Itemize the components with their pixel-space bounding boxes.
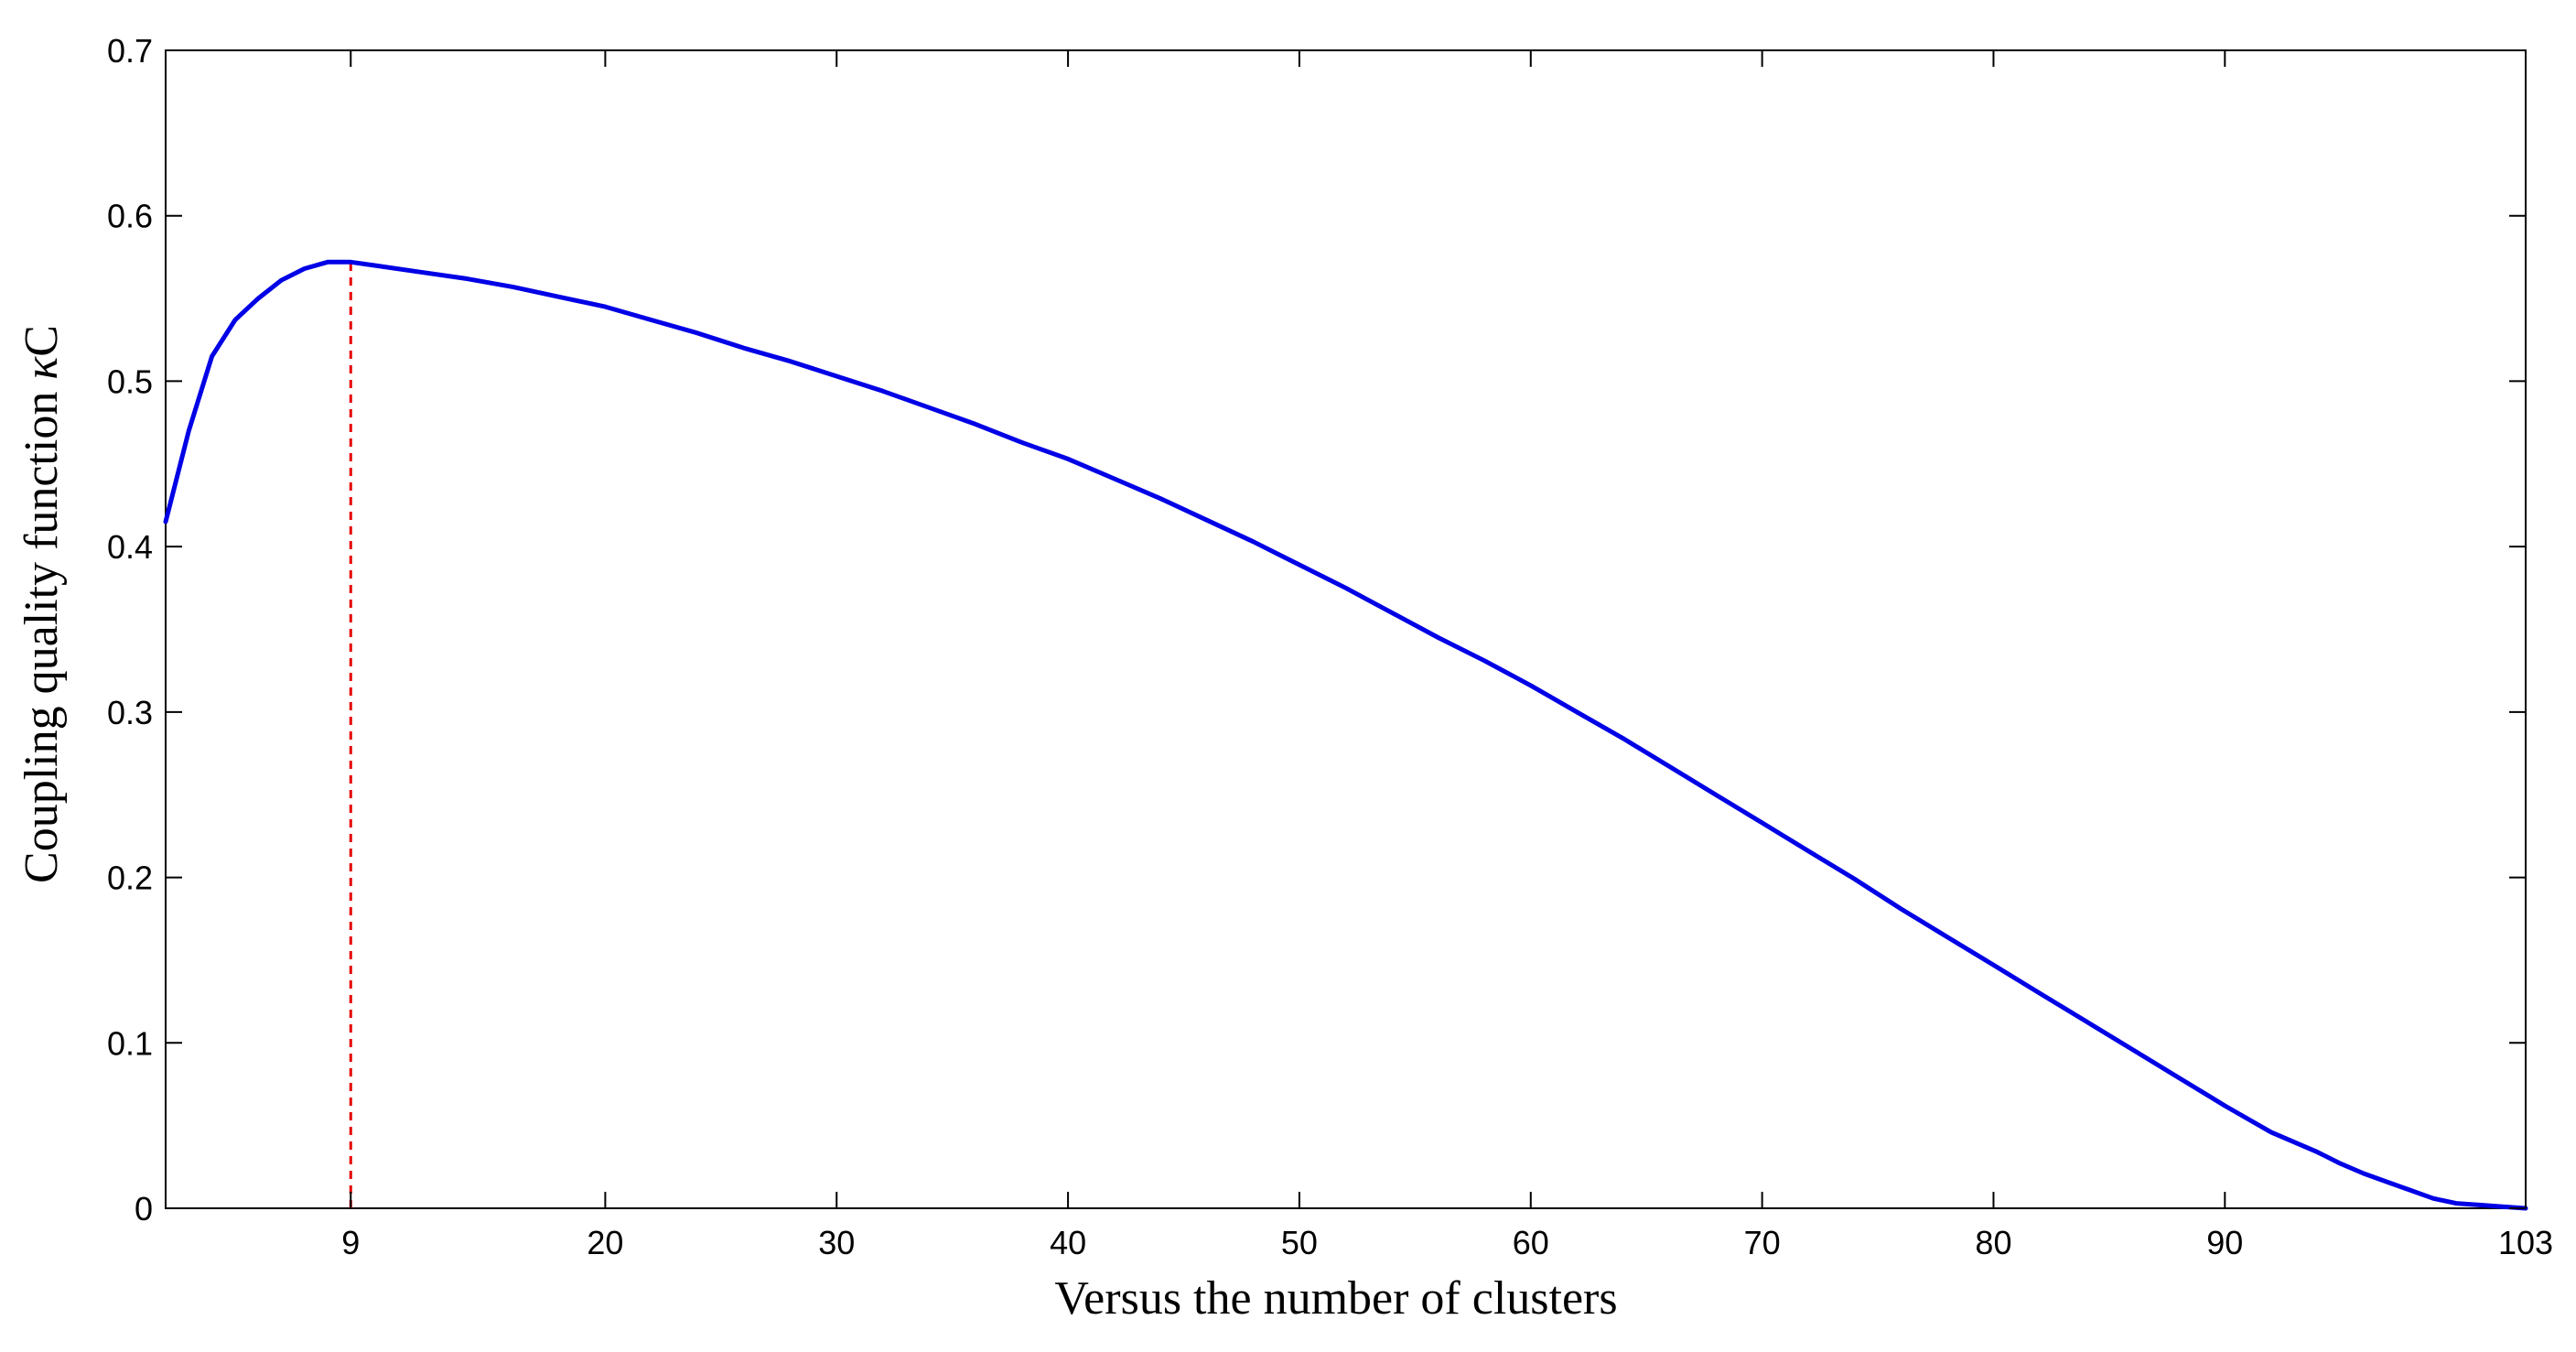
y-axis-title: Coupling quality function κC xyxy=(16,325,68,883)
y-axis-title-suffix: C xyxy=(16,325,68,357)
series-line xyxy=(163,259,2528,1211)
x-axis-ticks: 9 20 30 40 50 60 70 80 90 103 xyxy=(341,50,2553,1261)
x-tick-label: 103 xyxy=(2498,1224,2553,1261)
y-tick-label: 0.3 xyxy=(107,694,153,731)
plot-frame xyxy=(165,49,2527,1209)
series-lines xyxy=(163,259,2528,1211)
x-tick-label: 90 xyxy=(2206,1224,2243,1261)
y-tick-label: 0.1 xyxy=(107,1024,153,1062)
y-tick-label: 0.2 xyxy=(107,860,153,897)
x-tick-label: 20 xyxy=(587,1224,623,1261)
x-tick-label: 80 xyxy=(1975,1224,2011,1261)
y-tick-label: 0.5 xyxy=(107,362,153,400)
y-axis-title-kappa: κ xyxy=(16,356,68,380)
x-tick-label: 40 xyxy=(1050,1224,1086,1261)
y-tick-label: 0.7 xyxy=(107,32,153,70)
x-tick-label: 30 xyxy=(818,1224,855,1261)
x-tick-label: 9 xyxy=(341,1224,360,1261)
y-tick-label: 0 xyxy=(135,1190,153,1228)
y-tick-label: 0.4 xyxy=(107,528,153,566)
x-tick-label: 50 xyxy=(1281,1224,1318,1261)
y-axis-title-prefix: Coupling quality function xyxy=(16,380,68,883)
plot-area xyxy=(165,49,2527,1209)
y-tick-label: 0.6 xyxy=(107,198,153,235)
y-axis-ticks: 0 0.1 0.2 0.3 0.4 0.5 0.6 0.7 xyxy=(107,32,2526,1228)
x-tick-label: 60 xyxy=(1513,1224,1549,1261)
x-axis-title: Versus the number of clusters xyxy=(1054,1272,1617,1325)
x-tick-label: 70 xyxy=(1744,1224,1781,1261)
